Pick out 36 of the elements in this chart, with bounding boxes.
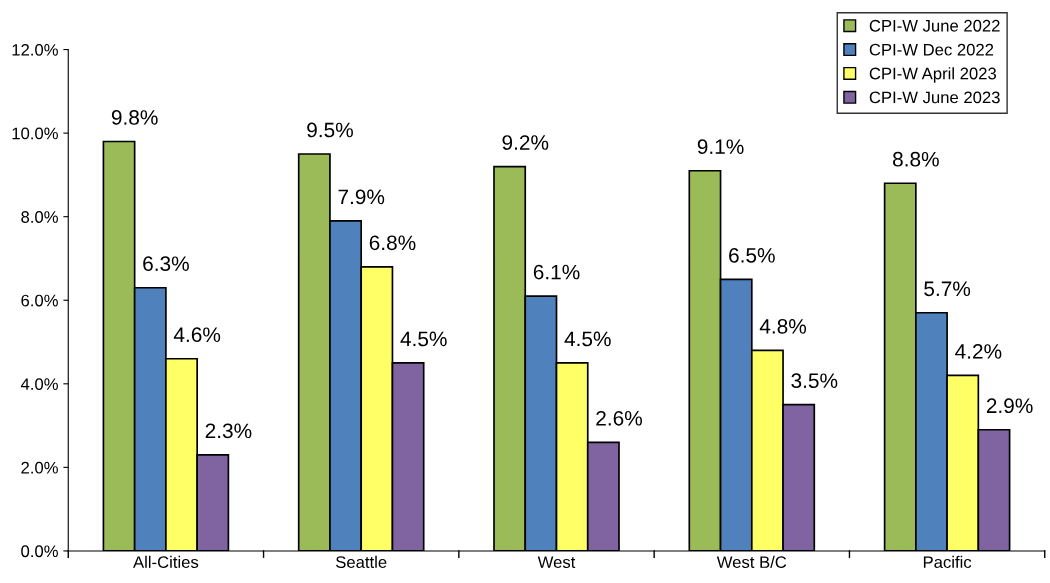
data-label: 2.3% [205,423,252,439]
legend-label: CPI-W June 2022 [869,19,1000,32]
data-label: 8.8% [893,151,939,167]
y-tick-label: 10.0% [12,127,58,140]
data-label: 4.5% [400,331,447,347]
x-tick-label: West [537,556,576,569]
y-tick-label: 8.0% [21,211,58,223]
y-tick-label: 2.0% [21,461,58,474]
x-tick-label: Pacific [923,555,972,569]
data-label: 4.2% [955,344,1002,359]
data-label: 6.1% [533,264,580,280]
y-tick-label: 12.0% [12,43,58,56]
x-tick-label: West B/C [716,555,787,569]
data-label: 5.7% [924,281,971,297]
data-label: 4.6% [173,327,221,343]
y-tick-label: 0.0% [21,545,58,558]
data-label: 9.1% [697,139,744,155]
y-tick-label: 4.0% [20,378,58,391]
data-label: 9.5% [307,122,353,138]
data-label: 3.5% [791,373,838,389]
x-tick-label: Seattle [336,555,387,569]
data-label: 9.2% [502,135,549,150]
data-label: 2.9% [986,398,1033,414]
data-label: 6.8% [369,235,416,251]
legend-label: CPI-W Dec 2022 [869,43,994,56]
data-label: 6.3% [143,256,189,272]
data-label: 6.5% [729,247,775,263]
data-label: 9.8% [111,110,158,125]
data-label: 4.5% [564,331,611,347]
data-label: 7.9% [338,189,385,205]
legend-label: CPI-W April 2023 [869,67,997,83]
data-label: 2.6% [596,410,642,426]
data-label: 4.8% [759,318,807,334]
y-tick-label: 6.0% [21,294,58,307]
legend-label: CPI-W June 2023 [869,91,1000,104]
x-tick-label: All-Cities [133,555,199,569]
